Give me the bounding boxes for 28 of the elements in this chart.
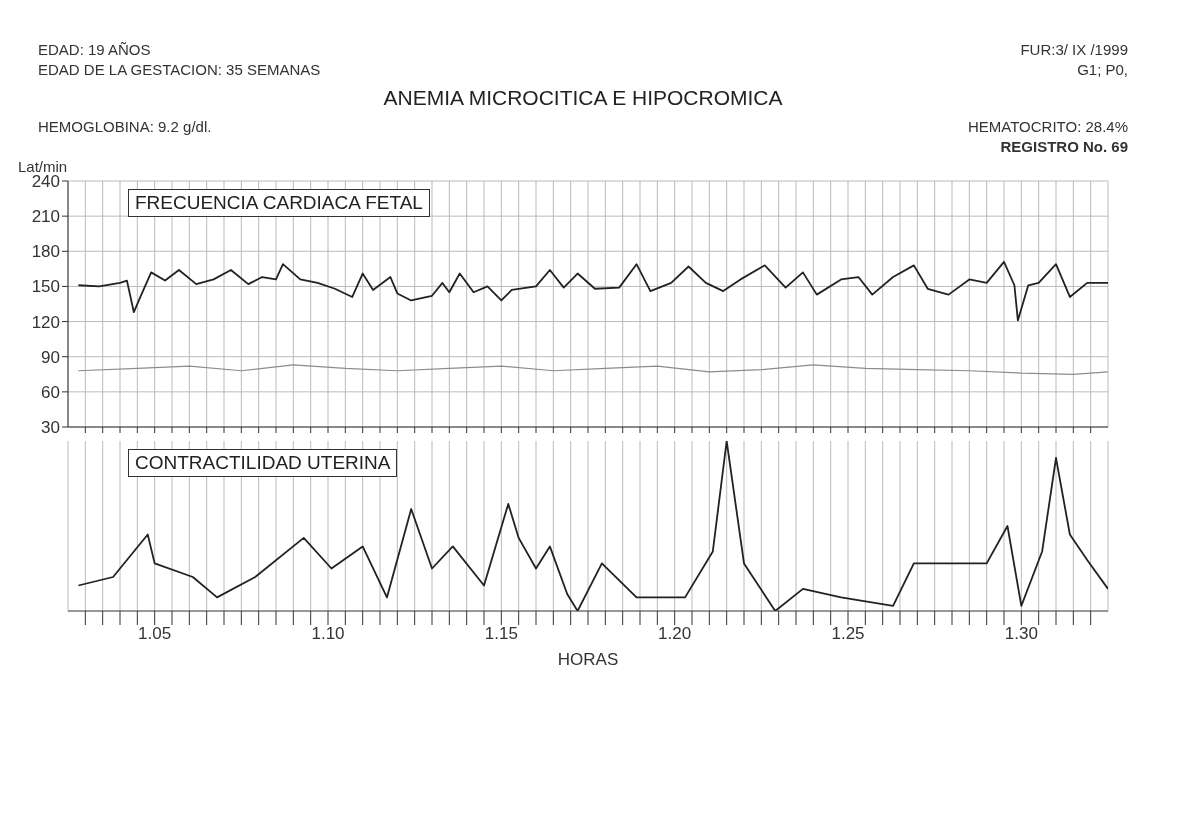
- text: FUR:3/ IX /1999: [1020, 41, 1128, 58]
- annotation: FRECUENCIA CARDIACA FETAL: [128, 189, 430, 217]
- x-tick-label: 1.15: [484, 624, 518, 644]
- y-tick-label: 150: [31, 277, 60, 297]
- y-tick-label: 180: [31, 242, 60, 262]
- text: EDAD: 19 AÑOS: [38, 41, 151, 58]
- x-tick-label: 1.10: [311, 624, 345, 644]
- line-series: [77, 260, 1108, 322]
- text: REGISTRO No. 69: [1000, 138, 1128, 155]
- text: G1; P0,: [1077, 61, 1128, 78]
- y-tick-label: 240: [31, 172, 60, 192]
- x-axis-title: HORAS: [557, 650, 619, 669]
- y-tick-label: 120: [31, 312, 60, 332]
- x-tick-label: 1.30: [1004, 624, 1038, 644]
- annotation: CONTRACTILIDAD UTERINA: [128, 449, 398, 477]
- x-tick-label: 1.05: [138, 624, 172, 644]
- line-series: [77, 364, 1108, 375]
- text: EDAD DE LA GESTACION: 35 SEMANAS: [38, 61, 321, 78]
- text: HEMOGLOBINA: 9.2 g/dl.: [38, 118, 212, 135]
- y-axis-title: Lat/min: [18, 158, 69, 175]
- y-tick-label: 90: [41, 347, 60, 367]
- text: HEMATOCRITO: 28.4%: [967, 118, 1128, 135]
- y-tick-label: 30: [41, 418, 60, 438]
- x-tick-label: 1.20: [658, 624, 692, 644]
- chart-title: ANEMIA MICROCITICA E HIPOCROMICA: [382, 86, 784, 110]
- x-tick-label: 1.25: [831, 624, 865, 644]
- y-tick-label: 210: [31, 207, 60, 227]
- y-tick-label: 60: [41, 382, 60, 402]
